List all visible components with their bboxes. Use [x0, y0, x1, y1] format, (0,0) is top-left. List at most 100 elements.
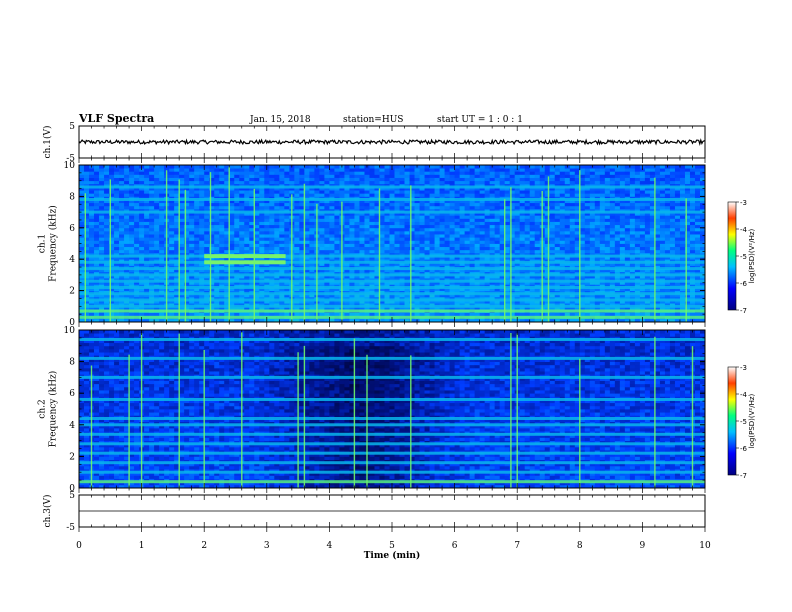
heat-cell — [419, 287, 425, 291]
heat-cell — [479, 318, 486, 323]
heat-cell — [394, 240, 400, 244]
heat-cell — [94, 218, 100, 222]
heat-cell — [534, 312, 541, 317]
heat-cell — [79, 312, 85, 317]
heat-cell — [199, 193, 205, 197]
heat-cell — [99, 240, 105, 244]
heat-cell — [569, 227, 576, 232]
heat-cell — [414, 262, 420, 266]
heat-cell — [434, 199, 440, 204]
heat-cell — [174, 234, 180, 238]
heat-cell — [119, 199, 125, 204]
heat-cell — [334, 212, 340, 216]
heat-cell — [469, 240, 476, 244]
heat-cell — [209, 221, 215, 226]
heat-cell — [479, 240, 486, 244]
heat-cell — [329, 177, 335, 182]
heat-cell — [379, 281, 385, 285]
heat-cell — [219, 237, 225, 241]
heat-cell — [129, 168, 135, 172]
heat-cell — [429, 246, 435, 251]
heat-cell — [504, 234, 511, 238]
heat-cell — [554, 300, 561, 304]
heat-cell — [99, 300, 105, 304]
heat-cell — [119, 300, 125, 304]
heat-cell — [144, 190, 150, 194]
heat-cell — [384, 199, 390, 204]
heat-cell — [99, 186, 105, 191]
heat-cell — [399, 246, 405, 251]
heat-cell — [79, 180, 85, 185]
heat-cell — [554, 262, 561, 266]
heat-cell — [474, 165, 481, 169]
heat-cell — [209, 171, 215, 175]
heat-cell — [459, 205, 466, 210]
heat-cell — [134, 202, 140, 207]
heat-cell — [464, 212, 471, 216]
heat-cell — [469, 205, 476, 210]
heat-cell — [544, 268, 551, 273]
heat-cell — [554, 287, 561, 291]
heat-cell — [469, 274, 476, 279]
heat-cell — [249, 268, 255, 273]
heat-cell — [269, 287, 275, 291]
heat-cell — [209, 249, 215, 254]
heat-cell — [309, 240, 315, 244]
heat-cell — [479, 193, 486, 197]
heat-cell — [414, 268, 420, 273]
heat-cell — [199, 168, 205, 172]
heat-cell — [409, 243, 415, 248]
heat-cell — [94, 243, 100, 248]
heat-cell — [379, 312, 385, 317]
heat-cell — [169, 168, 175, 172]
heat-cell — [259, 234, 265, 238]
heat-cell — [169, 246, 175, 251]
heat-cell — [159, 249, 165, 254]
heat-cell — [544, 171, 551, 175]
heat-cell — [339, 168, 345, 172]
heat-cell — [419, 193, 425, 197]
heat-cell — [559, 274, 566, 279]
heat-cell — [329, 212, 335, 216]
heat-cell — [159, 190, 165, 194]
heat-cell — [484, 274, 491, 279]
heat-cell — [109, 168, 115, 172]
heat-cell — [344, 318, 350, 323]
heat-cell — [509, 249, 516, 254]
heat-cell — [114, 177, 120, 182]
heat-cell — [409, 165, 415, 169]
heat-cell — [259, 249, 265, 254]
heat-cell — [134, 186, 140, 191]
heat-cell — [89, 249, 95, 254]
heat-cell — [554, 246, 561, 251]
heat-cell — [344, 205, 350, 210]
heat-cell — [309, 218, 315, 222]
heat-cell — [534, 256, 541, 260]
heat-cell — [369, 293, 375, 298]
heat-cell — [214, 186, 220, 191]
heat-cell — [349, 256, 355, 260]
heat-cell — [124, 312, 130, 317]
heat-cell — [219, 165, 225, 169]
heat-cell — [404, 180, 410, 185]
heat-cell — [469, 177, 476, 182]
heat-cell — [499, 249, 506, 254]
heat-cell — [554, 174, 561, 178]
heat-cell — [94, 165, 100, 169]
heat-cell — [374, 224, 380, 229]
heat-cell — [444, 300, 450, 304]
heat-cell — [564, 274, 571, 279]
heat-cell — [244, 218, 250, 222]
heat-cell — [84, 171, 90, 175]
heat-cell — [434, 224, 440, 229]
heat-cell — [199, 246, 205, 251]
heat-cell — [364, 177, 370, 182]
heat-cell — [139, 240, 145, 244]
heat-cell — [384, 293, 390, 298]
heat-cell — [534, 287, 541, 291]
heat-cell — [369, 205, 375, 210]
heat-cell — [559, 171, 566, 175]
heat-cell — [484, 262, 491, 266]
heat-cell — [439, 212, 445, 216]
heat-cell — [529, 262, 536, 266]
